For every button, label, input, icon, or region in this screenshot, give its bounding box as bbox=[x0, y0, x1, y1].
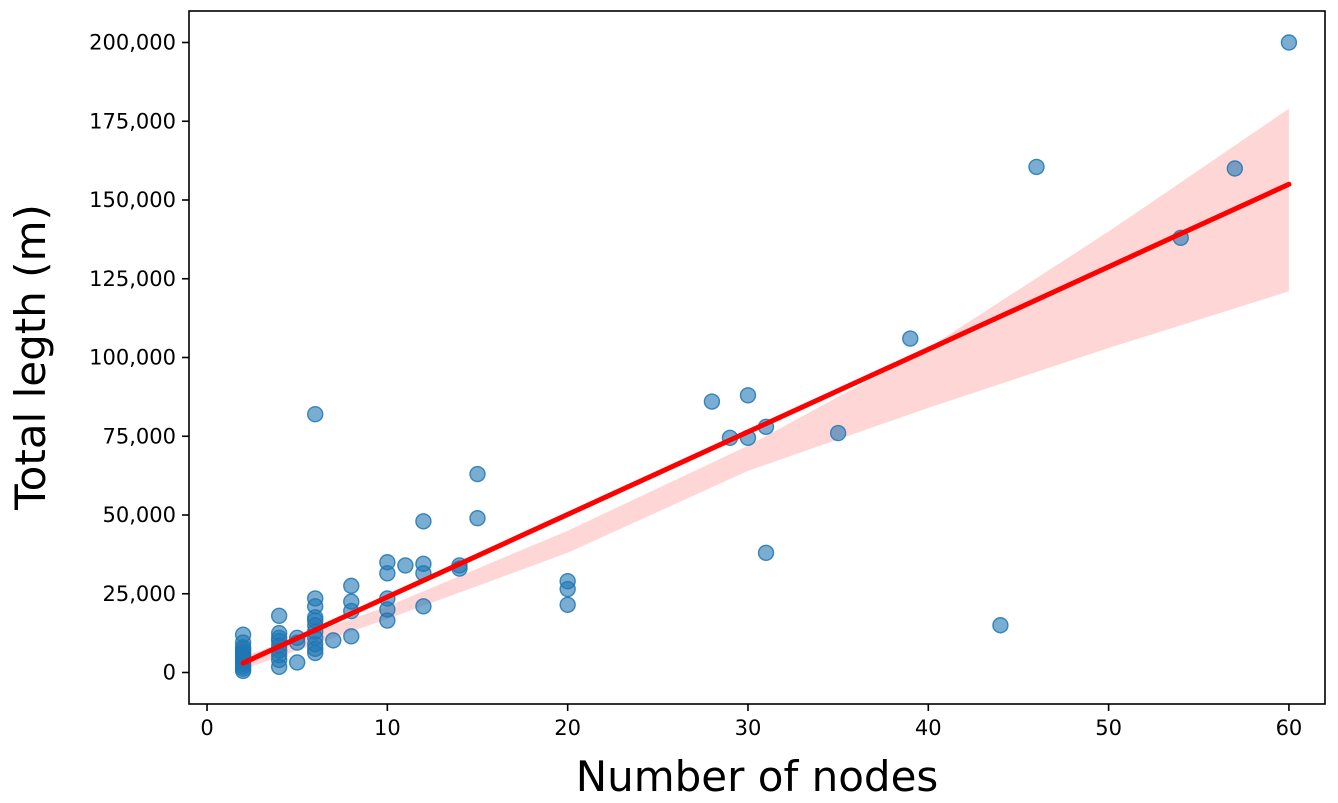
data-point bbox=[270, 607, 288, 624]
y-tick-label: 0 bbox=[163, 661, 176, 685]
data-point bbox=[703, 393, 721, 410]
confidence-band-layer bbox=[243, 108, 1289, 670]
confidence-band bbox=[243, 108, 1289, 670]
data-point bbox=[739, 387, 757, 404]
x-tick-label: 30 bbox=[735, 716, 762, 740]
data-point bbox=[415, 598, 432, 615]
y-axis-ticks: 0 25,000 50,000 75,000 100,000 125,000 150,000… bbox=[89, 31, 189, 685]
x-tick-label: 20 bbox=[554, 716, 581, 740]
data-point bbox=[325, 632, 342, 649]
data-point bbox=[469, 465, 486, 483]
data-point bbox=[307, 590, 324, 607]
data-point bbox=[343, 577, 360, 595]
data-point bbox=[288, 654, 306, 671]
data-point bbox=[829, 424, 847, 442]
data-point bbox=[379, 554, 396, 571]
data-point bbox=[559, 596, 576, 613]
data-point bbox=[415, 513, 432, 530]
data-point bbox=[1028, 158, 1045, 176]
data-point bbox=[270, 624, 288, 642]
data-point bbox=[469, 509, 486, 527]
y-tick-label: 25,000 bbox=[103, 582, 176, 606]
data-point bbox=[902, 330, 919, 347]
x-tick-label: 60 bbox=[1276, 716, 1303, 740]
y-tick-label: 100,000 bbox=[89, 346, 176, 370]
data-points-layer bbox=[234, 34, 1298, 680]
regression-line bbox=[240, 181, 1292, 666]
y-tick-label: 150,000 bbox=[89, 188, 176, 212]
x-tick-label: 0 bbox=[200, 716, 213, 740]
plot-frame bbox=[188, 10, 1326, 705]
data-point bbox=[343, 593, 360, 610]
x-tick-label: 50 bbox=[1095, 716, 1122, 740]
data-point bbox=[234, 626, 252, 643]
y-tick-label: 125,000 bbox=[89, 267, 176, 291]
data-point bbox=[397, 557, 414, 574]
data-point bbox=[1226, 160, 1244, 177]
data-point bbox=[992, 617, 1009, 634]
regression-line-layer bbox=[240, 181, 1292, 666]
y-axis-label: Total legth (m) bbox=[6, 204, 55, 511]
y-tick-label: 50,000 bbox=[103, 503, 176, 527]
data-point bbox=[559, 572, 576, 590]
y-tick-label: 175,000 bbox=[89, 109, 176, 133]
x-axis-ticks: 0 10 20 30 40 50 60 bbox=[200, 704, 1302, 740]
x-axis-label: Number of nodes bbox=[576, 752, 939, 801]
data-point bbox=[415, 555, 432, 573]
data-point bbox=[757, 544, 775, 561]
data-point bbox=[307, 406, 324, 423]
y-tick-label: 75,000 bbox=[103, 424, 176, 448]
data-point bbox=[343, 628, 360, 645]
x-tick-label: 10 bbox=[374, 716, 401, 740]
x-tick-label: 40 bbox=[915, 716, 942, 740]
data-point bbox=[1280, 34, 1298, 51]
y-tick-label: 200,000 bbox=[89, 31, 176, 55]
